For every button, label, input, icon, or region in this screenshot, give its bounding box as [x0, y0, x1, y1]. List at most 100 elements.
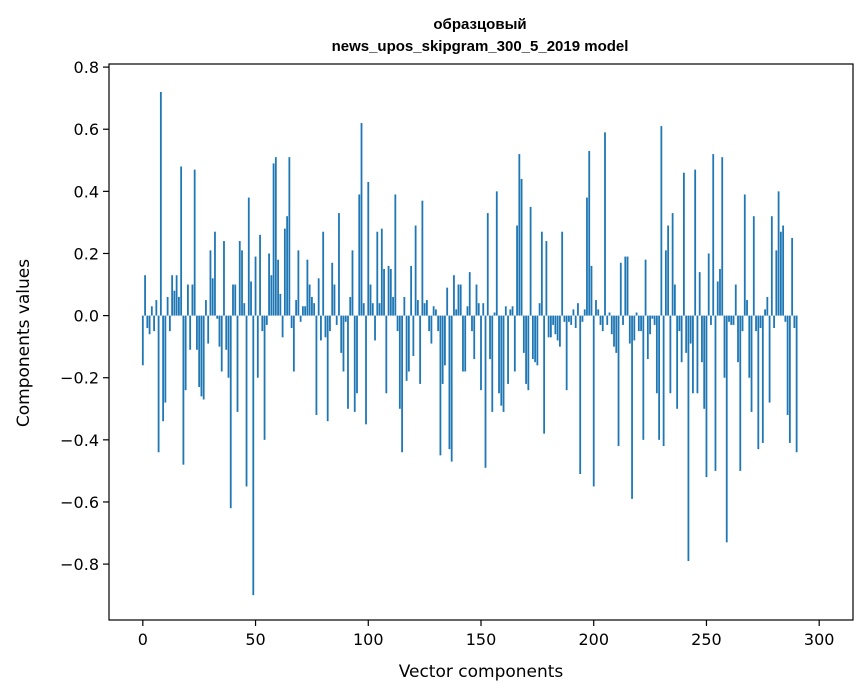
bar-178: [543, 315, 546, 434]
chart-title-line-2: news_upos_skipgram_300_5_2019 model: [332, 38, 629, 55]
bar-68: [295, 300, 298, 316]
bar-252: [710, 315, 712, 325]
bar-243: [689, 315, 692, 344]
bar-13: [171, 275, 174, 316]
bar-69: [297, 250, 300, 316]
bar-183: [554, 315, 557, 335]
bar-224: [646, 315, 649, 360]
bar-6: [155, 300, 158, 316]
bar-80: [322, 231, 325, 316]
bar-212: [619, 262, 622, 316]
bar-256: [719, 269, 721, 316]
bar-186: [561, 231, 564, 316]
bar-26: [200, 315, 203, 397]
bar-117: [405, 315, 408, 381]
bar-112: [394, 194, 397, 316]
bar-136: [448, 315, 451, 450]
x-tick-label: 100: [353, 630, 384, 649]
bar-115: [401, 315, 403, 453]
bar-286: [786, 315, 789, 415]
bar-129: [432, 306, 435, 316]
bar-84: [331, 262, 334, 316]
bar-123: [419, 315, 422, 384]
bar-93: [351, 250, 354, 316]
bar-154: [489, 315, 491, 360]
y-tick-label: −0.2: [60, 369, 99, 388]
y-tick-label: 0.2: [74, 244, 99, 263]
bar-51: [256, 315, 259, 378]
bar-75: [311, 296, 313, 316]
bar-197: [586, 197, 588, 316]
bar-0: [141, 315, 144, 366]
bar-107: [383, 269, 385, 316]
bar-162: [507, 315, 509, 384]
bar-172: [529, 206, 532, 316]
bar-42: [236, 315, 239, 412]
bar-72: [304, 306, 307, 316]
bar-47: [247, 197, 250, 316]
bar-25: [198, 315, 201, 388]
bar-73: [306, 259, 309, 316]
bar-282: [777, 191, 780, 316]
bar-261: [730, 315, 733, 325]
bar-255: [716, 281, 719, 316]
y-tick-label: −0.8: [60, 555, 99, 574]
bar-40: [232, 284, 234, 316]
bar-24: [196, 315, 198, 350]
y-tick-label: 0.4: [74, 182, 99, 201]
bar-163: [509, 309, 512, 316]
bar-202: [597, 309, 600, 316]
bar-222: [642, 315, 645, 440]
bar-196: [583, 309, 586, 316]
bar-134: [444, 315, 446, 366]
bar-131: [437, 315, 440, 332]
bar-278: [768, 315, 771, 403]
bar-253: [712, 154, 715, 316]
bar-156: [493, 312, 496, 316]
bar-248: [701, 315, 703, 363]
bar-176: [538, 303, 541, 316]
bar-232: [664, 250, 667, 316]
bar-262: [732, 315, 735, 325]
bar-4: [150, 306, 153, 316]
bar-54: [263, 315, 266, 440]
bar-87: [338, 213, 340, 316]
bar-221: [640, 315, 642, 332]
bar-74: [308, 284, 311, 316]
bar-273: [757, 315, 760, 450]
bar-199: [590, 265, 593, 316]
bar-96: [358, 194, 361, 316]
bar-237: [676, 315, 679, 409]
bar-29: [207, 315, 210, 344]
bar-182: [552, 315, 555, 325]
bar-121: [414, 225, 417, 316]
y-tick-label: −0.6: [60, 493, 99, 512]
bar-48: [250, 281, 252, 316]
y-axis-ticks: 0.8 0.6 0.4 0.2 0.0 −0.2 −0.4 −0.6 −0.8: [60, 58, 109, 574]
bar-124: [421, 200, 424, 316]
bar-82: [326, 315, 329, 422]
bar-137: [450, 315, 453, 462]
bar-34: [218, 315, 221, 347]
bar-85: [333, 284, 336, 316]
x-axis-title: Vector components: [399, 662, 564, 682]
bar-19: [184, 315, 187, 391]
bar-214: [624, 256, 627, 316]
bar-239: [680, 315, 683, 363]
bar-198: [588, 150, 591, 316]
bar-250: [705, 315, 708, 478]
y-tick-label: 0.0: [74, 307, 99, 326]
bar-245: [694, 169, 697, 316]
bar-122: [416, 300, 419, 316]
bar-71: [301, 306, 304, 316]
bar-287: [788, 315, 791, 443]
bar-233: [667, 225, 670, 316]
bar-241: [685, 315, 688, 353]
bar-271: [752, 216, 755, 316]
bar-181: [549, 315, 552, 338]
x-tick-label: 250: [691, 630, 722, 649]
x-tick-label: 150: [466, 630, 497, 649]
bar-100: [367, 182, 370, 316]
bar-70: [299, 315, 302, 322]
bar-152: [484, 315, 487, 468]
